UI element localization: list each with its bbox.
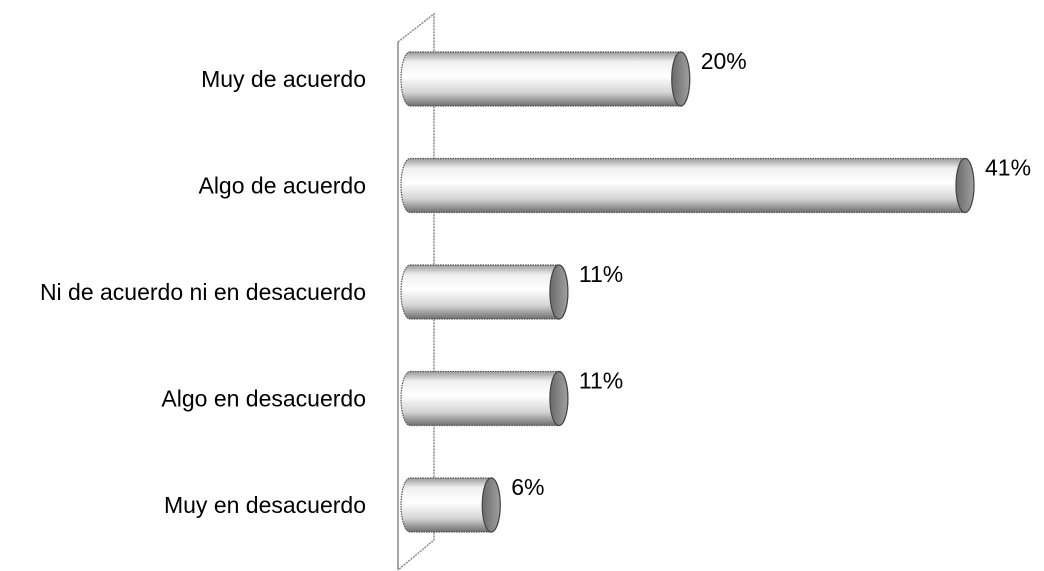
axis-wall-outline [397, 12, 435, 571]
bar-cap [955, 157, 975, 214]
value-label: 6% [511, 474, 544, 500]
bar-body [400, 157, 975, 214]
axis-wall [397, 12, 435, 571]
labels-group: Muy de acuerdo 20% Algo de acuerdo 41% Ni de… [40, 48, 1031, 518]
bar-3 [400, 264, 569, 320]
value-label: 11% [579, 261, 623, 287]
bar-body [400, 370, 569, 427]
category-label: Algo en desacuerdo [161, 386, 366, 412]
value-label: 41% [985, 155, 1031, 181]
bar-cap [549, 264, 569, 320]
category-label: Algo de acuerdo [198, 173, 366, 199]
category-label: Muy en desacuerdo [164, 492, 366, 518]
bar-1 [400, 51, 691, 107]
bar-cap [481, 477, 501, 533]
bars-group [400, 51, 975, 533]
bar-body [400, 264, 569, 320]
bar-5 [400, 477, 501, 533]
bar-4 [400, 370, 569, 427]
bar-cap [549, 370, 569, 427]
bar-2 [400, 157, 975, 214]
value-label: 20% [701, 48, 747, 74]
bar-cap [671, 51, 691, 107]
bar-body [400, 51, 691, 107]
value-label: 11% [579, 368, 623, 394]
category-label: Ni de acuerdo ni en desacuerdo [40, 279, 366, 305]
category-label: Muy de acuerdo [201, 66, 366, 92]
